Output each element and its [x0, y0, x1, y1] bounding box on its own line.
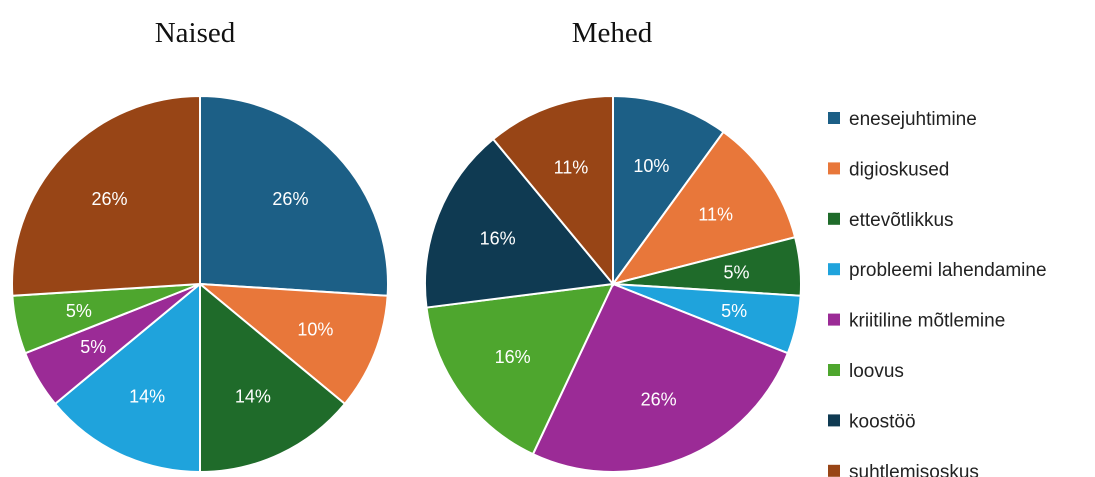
- slice-mehed-kriitiline-motlemine: [531, 282, 790, 473]
- pie-chart-naised: 26% 10% 14% 14% 5% 5% 26%: [11, 94, 389, 474]
- slice-naised-enesejuhtimine: [199, 94, 389, 297]
- data-label-naised-loovus: 5%: [66, 301, 92, 321]
- chart-title-mehed: Mehed: [572, 17, 653, 49]
- data-label-naised-probleemi-lahendamine: 14%: [129, 386, 165, 406]
- data-label-mehed-loovus: 16%: [495, 347, 531, 367]
- legend-label-koostoo: koostöö: [849, 411, 916, 432]
- data-label-mehed-ettevotlikkus: 5%: [724, 262, 750, 282]
- legend-swatch-enesejuhtimine: [828, 112, 840, 124]
- legend-label-ettevotlikkus: ettevõtlikkus: [849, 210, 954, 231]
- slice-mehed-enesejuhtimine: [612, 94, 725, 288]
- legend-swatch-koostoo: [828, 414, 840, 427]
- slice-mehed-koostoo: [424, 137, 615, 309]
- chart-title-naised: Naised: [155, 17, 236, 49]
- slice-mehed-loovus: [425, 282, 615, 456]
- data-label-mehed-digioskused: 11%: [698, 204, 733, 224]
- data-label-mehed-suhtlemisoskus: 11%: [554, 157, 589, 177]
- data-label-naised-enesejuhtimine: 26%: [272, 189, 308, 209]
- legend-label-suhtlemisoskus: suhtlemisoskus: [849, 462, 979, 477]
- legend-swatch-loovus: [828, 364, 840, 376]
- legend-label-loovus: loovus: [849, 361, 904, 382]
- data-label-naised-suhtlemisoskus: 26%: [92, 189, 128, 209]
- data-label-naised-digioskused: 10%: [297, 320, 333, 340]
- slice-naised-suhtlemisoskus: [11, 94, 201, 297]
- slice-mehed-suhtlemisoskus: [491, 94, 614, 287]
- data-label-naised-ettevotlikkus: 14%: [235, 386, 271, 406]
- legend-swatch-probleemi-lahendamine: [828, 263, 840, 276]
- legend-swatch-suhtlemisoskus: [828, 464, 840, 477]
- pie-chart-mehed: 10% 11% 5% 5% 26% 16% 16% 11%: [424, 94, 802, 473]
- legend-swatch-kriitiline-motlemine: [828, 313, 840, 326]
- data-label-naised-kriitiline-motlemine: 5%: [80, 337, 106, 357]
- legend-label-enesejuhtimine: enesejuhtimine: [849, 109, 977, 130]
- legend-swatch-ettevotlikkus: [828, 212, 840, 225]
- legend-label-probleemi-lahendamine: probleemi lahendamine: [849, 260, 1047, 281]
- legend: enesejuhtimine digioskused ettevõtlikkus pr…: [828, 109, 1047, 477]
- slice-naised-digioskused: [196, 282, 389, 406]
- data-label-mehed-koostoo: 16%: [480, 228, 516, 248]
- legend-label-kriitiline-motlemine: kriitiline mõtlemine: [849, 311, 1005, 332]
- legend-swatch-digioskused: [828, 162, 840, 175]
- legend-label-digioskused: digioskused: [849, 159, 949, 180]
- slice-naised-ettevotlikkus: [199, 281, 347, 474]
- slice-mehed-digioskused: [610, 130, 797, 286]
- data-label-mehed-enesejuhtimine: 10%: [633, 156, 669, 176]
- data-label-mehed-kriitiline-motlemine: 26%: [641, 389, 677, 409]
- slice-naised-probleemi-lahendamine: [53, 281, 201, 474]
- data-label-mehed-probleemi-lahendamine: 5%: [721, 301, 747, 321]
